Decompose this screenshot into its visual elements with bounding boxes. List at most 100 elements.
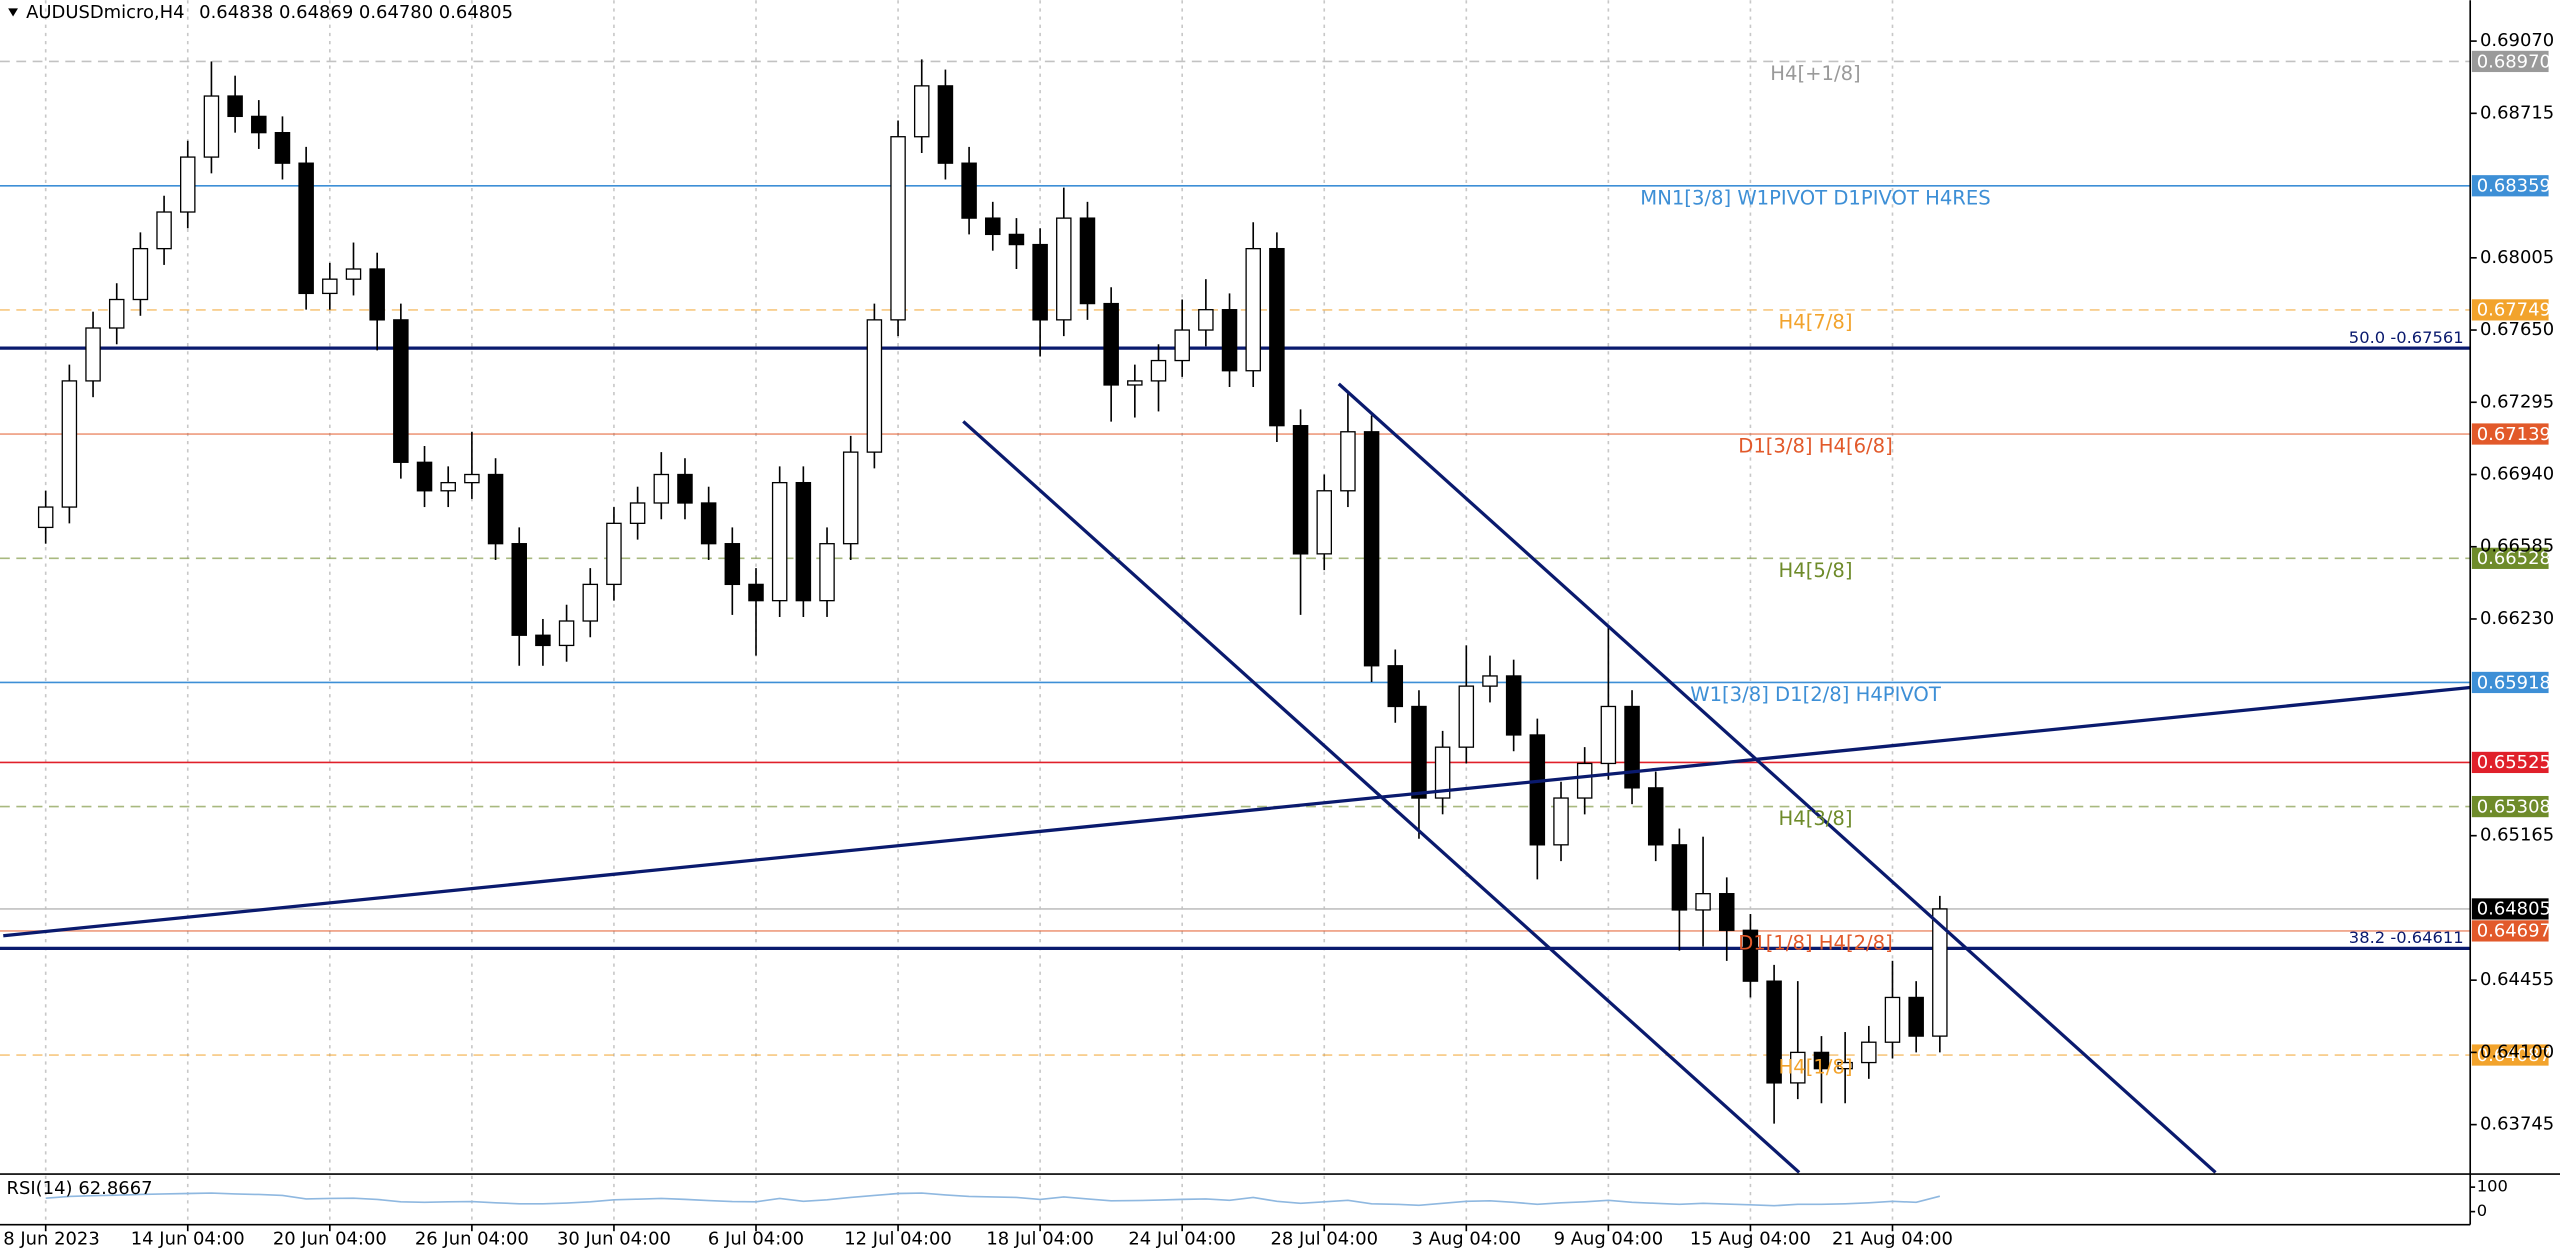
y-tick-label: 0.68715 (2480, 102, 2554, 123)
candle-body (866, 319, 883, 453)
rsi-name: RSI(14) (7, 1178, 73, 1199)
candle-body (913, 85, 930, 138)
candle-body (345, 268, 362, 280)
candle-body (85, 327, 101, 382)
y-tick-label: 0.66940 (2480, 464, 2554, 485)
candle-body (132, 247, 149, 301)
levels (0, 60, 2471, 1056)
rsi-tick-label: 0 (2477, 1201, 2487, 1220)
price-tag (2471, 920, 2549, 942)
x-tick-label: 18 Jul 04:00 (986, 1228, 1094, 1249)
price-tag (2471, 898, 2549, 920)
candle-body (937, 85, 954, 164)
candle-body (1647, 787, 1664, 846)
level-label: 38.2 -0.64611 (2349, 928, 2464, 947)
y-tick-label: 0.68005 (2480, 247, 2554, 268)
x-tick-label: 8 Jun 2023 (3, 1228, 100, 1249)
candle-body (1908, 996, 1924, 1037)
candle-body (1553, 797, 1569, 846)
candle-body (1884, 996, 1901, 1043)
price-tag (2471, 299, 2549, 321)
candle-body (1150, 359, 1167, 382)
y-tick-label: 0.64100 (2480, 1041, 2554, 1062)
candle-body (1600, 705, 1617, 765)
candle-body (37, 506, 54, 529)
candle-body (1387, 665, 1404, 708)
candles (37, 59, 1948, 1124)
candle-body (1411, 705, 1427, 799)
x-tick-label: 26 Jun 04:00 (415, 1228, 529, 1249)
price-tag-label: 0.64805 (2477, 899, 2551, 920)
candle-body (1221, 309, 1238, 372)
candle-body (771, 481, 788, 602)
candle-body (677, 473, 693, 504)
candle-body (227, 95, 243, 118)
candle-body (1056, 217, 1072, 321)
y-tick-label: 0.63745 (2480, 1114, 2554, 1135)
candle-body (1458, 685, 1475, 748)
level-label: H4[7/8] (1779, 310, 1853, 333)
x-tick-label: 3 Aug 04:00 (1412, 1228, 1522, 1249)
price-tag-label: 0.65525 (2477, 752, 2551, 773)
candle-body (1292, 425, 1309, 555)
candle-body (582, 583, 599, 622)
y-tick-label: 0.67295 (2480, 391, 2554, 412)
candle-body (724, 543, 741, 586)
candle-body (1032, 243, 1048, 321)
price-tag (2471, 175, 2549, 197)
x-tick-label: 9 Aug 04:00 (1554, 1228, 1664, 1249)
candle-body (1482, 675, 1498, 687)
candle-body (1434, 746, 1451, 799)
candle-body (1363, 431, 1380, 667)
candle-body (464, 473, 480, 484)
candle-body (1837, 1061, 1853, 1070)
x-tick-label: 15 Aug 04:00 (1690, 1228, 1811, 1249)
candle-body (1576, 762, 1593, 799)
candle-body (369, 268, 385, 321)
candle-body (961, 162, 977, 219)
candle-body (108, 298, 125, 329)
quote: 0.64838 0.64869 0.64780 0.64805 (199, 2, 513, 23)
candle-body (298, 162, 314, 295)
x-tick-label: 24 Jul 04:00 (1128, 1228, 1236, 1249)
y-tick-label: 0.67650 (2480, 319, 2554, 340)
price-tag-label: 0.67139 (2477, 424, 2551, 445)
x-tick-label: 30 Jun 04:00 (557, 1228, 671, 1249)
candle-body (700, 502, 717, 545)
y-tick-label: 0.66230 (2480, 608, 2554, 629)
candle-body (322, 278, 338, 295)
price-tag (2471, 547, 2549, 569)
y-tick-label: 0.69070 (2480, 30, 2554, 51)
candle-body (748, 583, 764, 602)
price-tag-label: 0.68359 (2477, 176, 2551, 197)
x-tick-label: 12 Jul 04:00 (844, 1228, 952, 1249)
candle-body (1198, 309, 1214, 331)
level-label: H4[5/8] (1779, 559, 1853, 582)
level-label: 50.0 -0.67561 (2349, 328, 2464, 347)
candle-body (1245, 247, 1261, 372)
level-label: D1[1/8] H4[2/8] (1738, 931, 1893, 954)
y-tick-label: 0.65165 (2480, 825, 2554, 846)
candle-body (416, 461, 433, 492)
candle-body (653, 473, 670, 504)
price-tag (2471, 795, 2549, 818)
rsi-tick-label: 100 (2477, 1177, 2508, 1196)
trend-line (3, 685, 2471, 938)
price-tag (2471, 50, 2549, 73)
rsi-line (45, 1192, 1941, 1207)
candle-body (842, 451, 859, 545)
candle-body (1127, 380, 1143, 386)
candle-body (890, 136, 906, 321)
x-tick-label: 6 Jul 04:00 (708, 1228, 804, 1249)
menu-arrow[interactable] (8, 8, 18, 17)
candle-body (61, 380, 78, 508)
symbol: AUDUSDmicro,H4 (26, 2, 184, 23)
candle-body (487, 473, 504, 545)
candle-body (1624, 705, 1640, 789)
level-label: MN1[3/8] W1PIVOT D1PIVOT H4RES (1640, 186, 1990, 209)
price-tag (2471, 751, 2549, 774)
candle-body (156, 211, 172, 250)
candle-body (1529, 734, 1546, 846)
